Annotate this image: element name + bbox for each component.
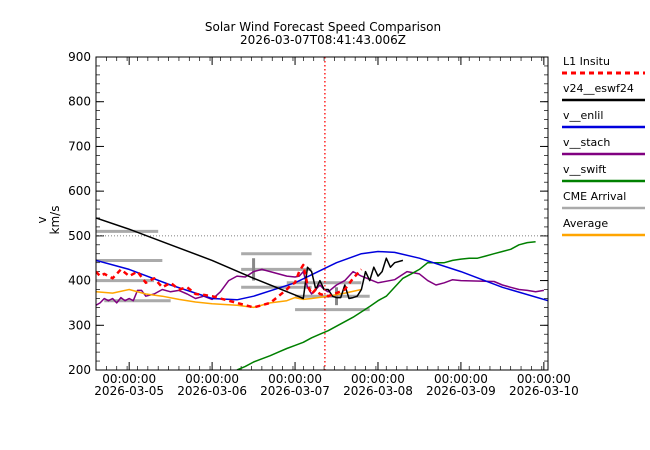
series-line-v24-eswf24 xyxy=(96,217,404,300)
x-tick-time-label: 00:00:00 xyxy=(517,372,571,386)
legend-label: v__stach xyxy=(563,136,610,149)
series-line-v-enlil xyxy=(96,250,548,302)
series-line-v-stach xyxy=(96,268,545,306)
y-tick-label: 400 xyxy=(68,274,91,288)
series-group xyxy=(96,217,548,370)
x-tick-date-label: 2026-03-07 xyxy=(260,384,330,398)
chart-title: Solar Wind Forecast Speed Comparison xyxy=(205,20,441,34)
y-tick-label: 300 xyxy=(68,318,91,332)
y-axis-label: v xyxy=(35,216,49,223)
x-tick-time-label: 00:00:00 xyxy=(102,372,156,386)
y-tick-label: 700 xyxy=(68,139,91,153)
plot-frame xyxy=(95,56,549,371)
legend-label: CME Arrival xyxy=(563,190,626,203)
x-tick-time-label: 00:00:00 xyxy=(268,372,322,386)
x-tick-date-label: 2026-03-06 xyxy=(177,384,247,398)
legend-label: v__swift xyxy=(563,163,607,176)
x-tick-date-label: 2026-03-09 xyxy=(426,384,496,398)
series-line-average xyxy=(96,288,362,309)
legend-label: v24__eswf24 xyxy=(563,82,634,95)
x-tick-time-label: 00:00:00 xyxy=(351,372,405,386)
y-axis-units: km/s xyxy=(48,206,62,235)
x-tick-time-label: 00:00:00 xyxy=(434,372,488,386)
y-tick-label: 900 xyxy=(68,50,91,64)
y-tick-label: 600 xyxy=(68,184,91,198)
x-tick-date-label: 2026-03-10 xyxy=(509,384,579,398)
legend-label: L1 Insitu xyxy=(563,55,610,68)
series-line-l1-insitu xyxy=(96,263,363,309)
legend-label: Average xyxy=(563,217,608,230)
y-tick-label: 800 xyxy=(68,95,91,109)
legend-label: v__enlil xyxy=(563,109,603,122)
x-tick-time-label: 00:00:00 xyxy=(185,372,239,386)
x-tick-date-label: 2026-03-05 xyxy=(94,384,164,398)
y-tick-label: 500 xyxy=(68,229,91,243)
x-tick-date-label: 2026-03-08 xyxy=(343,384,413,398)
chart-subtitle: 2026-03-07T08:41:43.006Z xyxy=(240,33,406,47)
y-tick-label: 200 xyxy=(68,363,91,377)
series-line-v-swift xyxy=(236,240,536,370)
